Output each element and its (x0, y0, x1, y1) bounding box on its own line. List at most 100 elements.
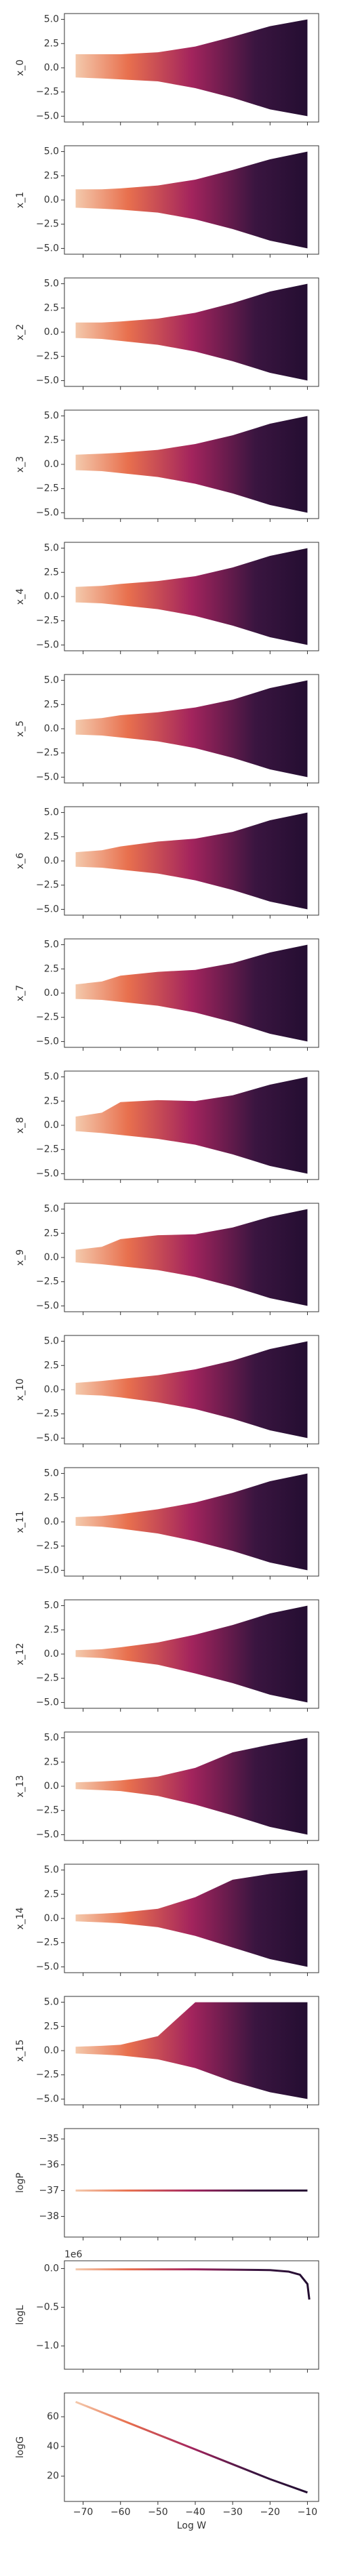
y-tick-label: 5.0 (44, 1997, 59, 2008)
density-band (75, 151, 308, 249)
x-tick-label: −30 (222, 2507, 243, 2518)
y-tick-label: 0.0 (44, 723, 59, 734)
density-band (75, 283, 308, 381)
y-tick-label: 5.0 (44, 14, 59, 25)
y-tick-label: −2.5 (36, 2070, 59, 2080)
y-tick-label: 5.0 (44, 411, 59, 422)
y-axis-label: x_13 (15, 1775, 26, 1797)
y-axis-label: logP (15, 2173, 26, 2193)
y-tick-label: −2.5 (36, 351, 59, 362)
y-tick-label: −2.5 (36, 1673, 59, 1684)
y-tick-label: 2.5 (44, 699, 59, 710)
y-tick-label: 0.0 (44, 2263, 59, 2274)
y-tick-label: −1.0 (36, 2341, 59, 2352)
x-tick-label: −20 (260, 2507, 281, 2518)
y-tick-label: −5.0 (36, 1168, 59, 1179)
y-tick-label: −2.5 (36, 1409, 59, 1420)
y-tick-label: 0.0 (44, 2045, 59, 2056)
y-tick-label: 0.0 (44, 856, 59, 866)
density-band (75, 1341, 308, 1438)
y-tick-label: 2.5 (44, 963, 59, 974)
y-tick-label: 2.5 (44, 435, 59, 445)
y-tick-label: −5.0 (36, 1697, 59, 1708)
y-tick-label: −2.5 (36, 1144, 59, 1155)
y-tick-label: 5.0 (44, 675, 59, 686)
y-tick-label: 0.0 (44, 1649, 59, 1659)
y-tick-label: −5.0 (36, 1036, 59, 1047)
density-band (75, 1209, 308, 1306)
y-tick-label: 2.5 (44, 1756, 59, 1767)
y-tick-label: −5.0 (36, 110, 59, 121)
y-tick-label: 5.0 (44, 146, 59, 157)
density-band (75, 1737, 308, 1835)
density-band (75, 1605, 308, 1703)
density-band (75, 812, 308, 910)
y-tick-label: −2.5 (36, 1276, 59, 1287)
y-axis-label: logL (15, 2305, 26, 2325)
y-tick-label: −2.5 (36, 1541, 59, 1552)
y-tick-label: 0.0 (44, 1120, 59, 1131)
y-tick-label: −0.5 (36, 2302, 59, 2313)
y-tick-label: −5.0 (36, 243, 59, 254)
y-tick-label: −37 (39, 2185, 59, 2196)
y-tick-label: −2.5 (36, 1805, 59, 1816)
y-tick-label: 2.5 (44, 170, 59, 181)
y-axis-label: x_5 (15, 721, 26, 737)
y-tick-label: 2.5 (44, 1624, 59, 1635)
axes-frame (64, 2392, 319, 2502)
y-tick-label: −5.0 (36, 639, 59, 650)
y-tick-label: −5.0 (36, 507, 59, 518)
x-tick-label: −60 (111, 2507, 131, 2518)
y-tick-label: 5.0 (44, 1336, 59, 1347)
density-band (75, 680, 308, 778)
x-axis-label: Log W (177, 2520, 206, 2531)
y-tick-label: 5.0 (44, 1204, 59, 1215)
y-axis-label: x_10 (15, 1378, 26, 1401)
y-tick-label: 0.0 (44, 1781, 59, 1792)
y-tick-label: 0.0 (44, 1516, 59, 1527)
y-tick-label: 60 (47, 2411, 59, 2422)
y-tick-label: 5.0 (44, 1865, 59, 1876)
y-axis-label: x_0 (15, 60, 26, 76)
y-tick-label: 2.5 (44, 1889, 59, 1899)
y-tick-label: 2.5 (44, 302, 59, 313)
y-tick-label: 0.0 (44, 1913, 59, 1924)
y-tick-label: 5.0 (44, 1072, 59, 1083)
y-tick-label: −5.0 (36, 1829, 59, 1840)
y-tick-label: 5.0 (44, 1733, 59, 1744)
y-tick-label: −5.0 (36, 375, 59, 386)
y-tick-label: 5.0 (44, 1601, 59, 1611)
y-axis-label: x_6 (15, 853, 26, 869)
y-tick-label: −38 (39, 2211, 59, 2222)
y-tick-label: −2.5 (36, 219, 59, 230)
y-tick-label: −5.0 (36, 771, 59, 782)
y-axis-label: x_15 (15, 2039, 26, 2061)
data-line (75, 2400, 308, 2494)
y-tick-label: −2.5 (36, 1012, 59, 1023)
y-axis-label: x_8 (15, 1117, 26, 1133)
y-axis-label: x_4 (15, 588, 26, 605)
y-tick-label: −35 (39, 2133, 59, 2144)
y-tick-label: 0.0 (44, 1384, 59, 1395)
y-axis-label: x_3 (15, 456, 26, 472)
y-axis-label: x_1 (15, 192, 26, 208)
y-tick-label: 2.5 (44, 2021, 59, 2032)
data-line (75, 2268, 311, 2300)
y-tick-label: 40 (47, 2441, 59, 2452)
density-band (75, 1870, 308, 1967)
y-tick-label: −5.0 (36, 2093, 59, 2104)
y-tick-label: −2.5 (36, 87, 59, 98)
density-band (75, 2002, 308, 2099)
y-tick-label: 0.0 (44, 459, 59, 470)
y-axis-label: x_11 (15, 1510, 26, 1533)
y-tick-label: 0.0 (44, 1252, 59, 1263)
x-tick-label: −40 (185, 2507, 205, 2518)
y-axis-label: x_9 (15, 1249, 26, 1266)
y-axis-label: x_2 (15, 324, 26, 340)
y-tick-label: −5.0 (36, 1432, 59, 1443)
y-tick-label: 2.5 (44, 38, 59, 49)
density-band (75, 1473, 308, 1571)
x-tick-label: −70 (73, 2507, 94, 2518)
y-tick-label: 2.5 (44, 1492, 59, 1503)
